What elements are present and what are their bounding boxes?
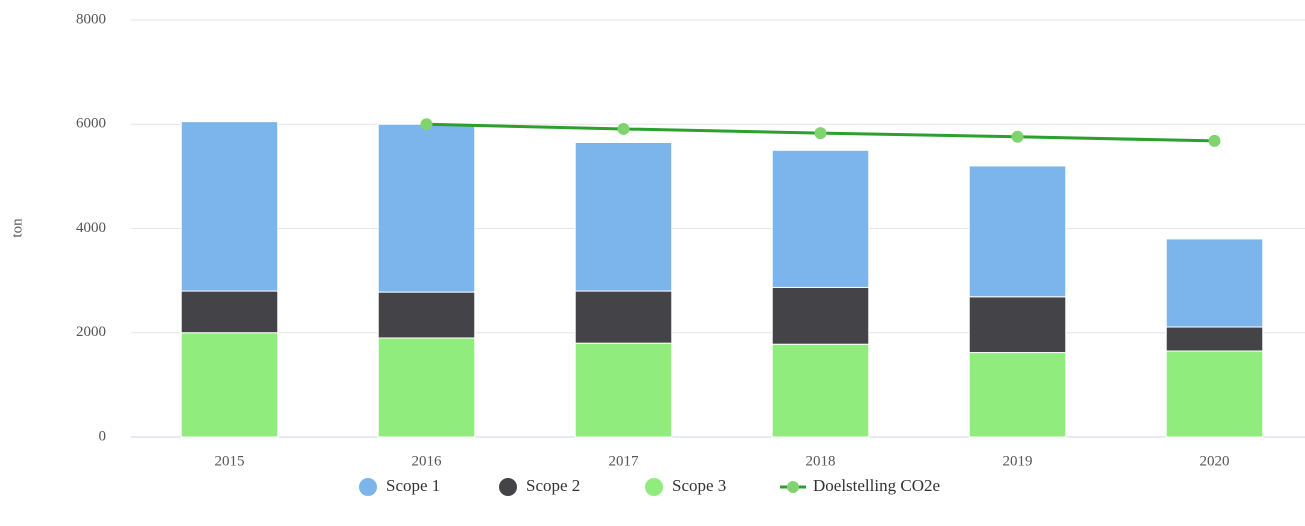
bar xyxy=(771,149,870,288)
x-tick-label: 2019 xyxy=(1003,453,1033,469)
legend-marker xyxy=(499,478,517,496)
x-tick-label: 2017 xyxy=(609,453,640,469)
line-marker xyxy=(617,122,630,135)
legend-label: Doelstelling CO2e xyxy=(813,476,940,495)
bar xyxy=(968,165,1067,298)
bar xyxy=(377,337,476,438)
bar xyxy=(1165,238,1264,328)
y-tick-label: 8000 xyxy=(76,11,106,27)
bar xyxy=(377,291,476,339)
bar xyxy=(180,121,279,292)
bar xyxy=(377,123,476,293)
bar xyxy=(1165,326,1264,352)
y-tick-label: 0 xyxy=(99,428,107,444)
bar xyxy=(574,290,673,344)
legend-label: Scope 2 xyxy=(526,476,580,495)
bar xyxy=(1165,350,1264,438)
bar xyxy=(771,343,870,438)
bar xyxy=(771,286,870,345)
legend-label: Scope 1 xyxy=(386,476,440,495)
bar xyxy=(968,352,1067,438)
bar xyxy=(180,332,279,438)
bar xyxy=(180,290,279,334)
x-tick-label: 2020 xyxy=(1200,453,1230,469)
legend-marker xyxy=(787,481,799,493)
y-axis-label: ton xyxy=(9,218,25,238)
x-tick-label: 2016 xyxy=(412,453,443,469)
bar xyxy=(574,342,673,438)
line-marker xyxy=(420,118,433,131)
line-marker xyxy=(1208,134,1221,147)
x-tick-label: 2015 xyxy=(215,453,245,469)
legend-marker xyxy=(359,478,377,496)
bar xyxy=(968,296,1067,354)
legend-marker xyxy=(645,478,663,496)
x-tick-label: 2018 xyxy=(806,453,836,469)
bar xyxy=(574,141,673,292)
y-tick-label: 2000 xyxy=(76,324,106,340)
y-tick-label: 4000 xyxy=(76,220,106,236)
line-marker xyxy=(814,127,827,140)
y-tick-label: 6000 xyxy=(76,116,106,132)
legend-label: Scope 3 xyxy=(672,476,726,495)
line-marker xyxy=(1011,130,1024,143)
